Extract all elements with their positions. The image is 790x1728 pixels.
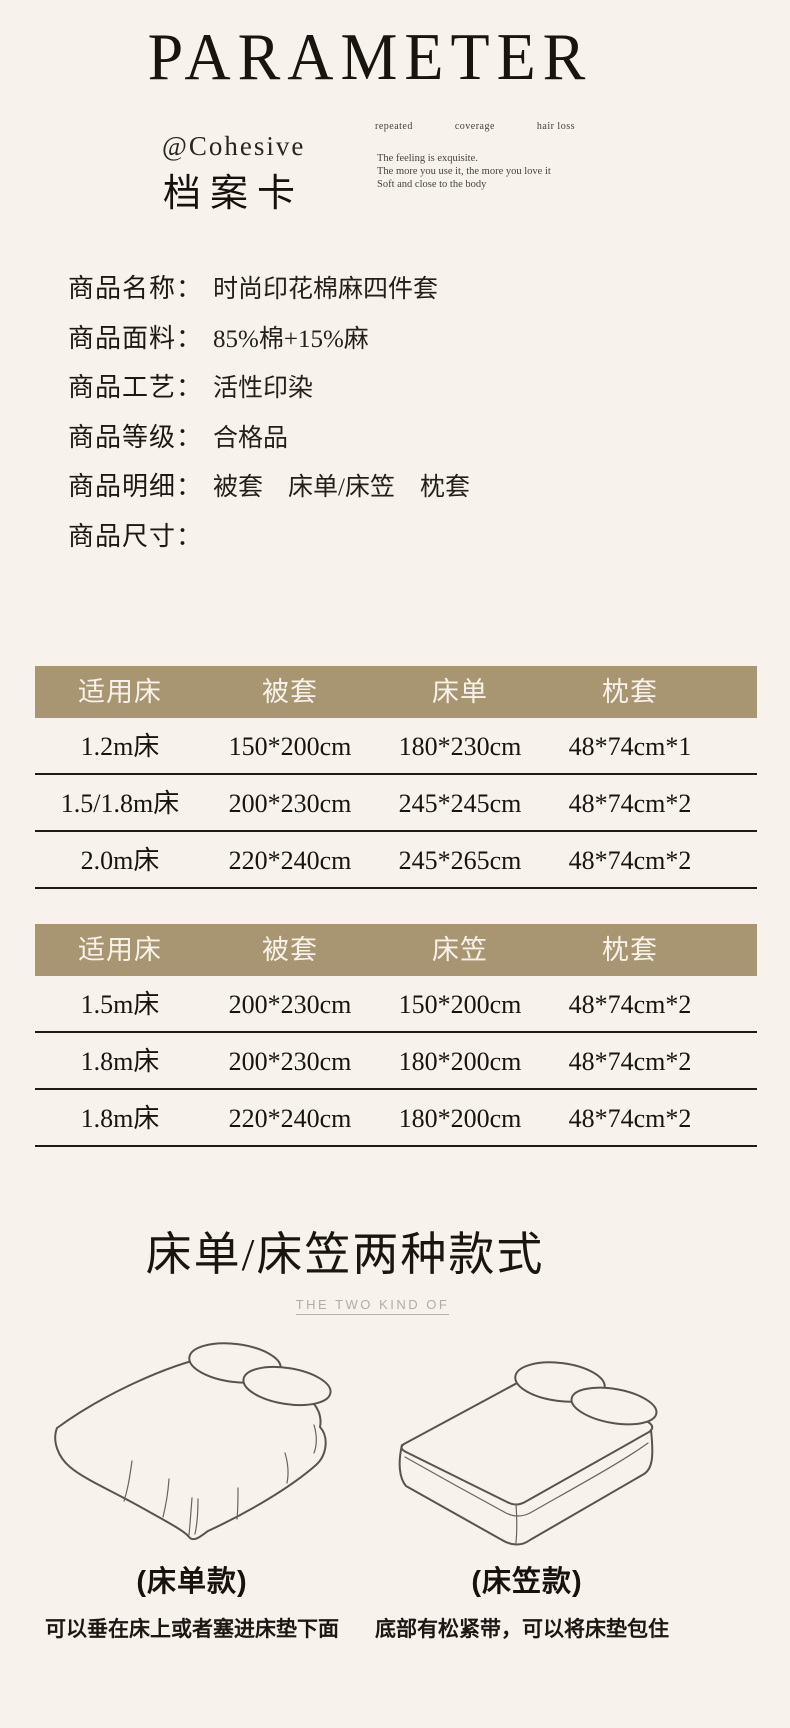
table-row: 1.8m床 220*240cm 180*200cm 48*74cm*2 (35, 1090, 757, 1147)
variant-name-fitted: (床笠款) (471, 1566, 583, 1598)
table-cell: 180*200cm (398, 1104, 522, 1133)
detail-value: 合格品 (213, 425, 289, 452)
detail-row: 商品等级： 合格品 (68, 420, 288, 456)
table-cell: 1.5/1.8m床 (60, 789, 180, 818)
table-header-cell: 适用床 (78, 935, 162, 965)
table-header-row: 适用床 被套 床笠 枕套 (35, 924, 757, 976)
detail-value: 被套 床单/床笠 枕套 (213, 474, 470, 501)
card-title: 档案卡 (163, 173, 305, 215)
table-row: 1.5m床 200*230cm 150*200cm 48*74cm*2 (35, 976, 757, 1033)
size-table-fitted: 适用床 被套 床笠 枕套 1.5m床 200*230cm 150*200cm 4… (35, 924, 757, 1147)
keyword-row: repeated coverage hair loss (375, 121, 575, 132)
table-cell: 1.2m床 (80, 732, 160, 761)
table-header-cell: 被套 (262, 935, 318, 965)
table-cell: 245*245cm (398, 789, 522, 818)
table-row: 2.0m床 220*240cm 245*265cm 48*74cm*2 (35, 832, 757, 889)
flat-sheet-bed-illustration (42, 1333, 342, 1568)
page-title: PARAMETER (147, 19, 593, 94)
table-cell: 200*230cm (228, 990, 352, 1019)
table-cell: 1.5m床 (80, 990, 160, 1019)
tagline-line: Soft and close to the body (377, 179, 487, 190)
variant-caption-sheet: 可以垂在床上或者塞进床垫下面 (45, 1618, 339, 1641)
table-cell: 1.8m床 (80, 1104, 160, 1133)
table-header-cell: 枕套 (602, 935, 658, 965)
table-cell: 245*265cm (398, 846, 522, 875)
table-cell: 2.0m床 (80, 846, 160, 875)
table-row: 1.2m床 150*200cm 180*230cm 48*74cm*1 (35, 718, 757, 775)
detail-label: 商品名称： (68, 274, 204, 303)
table-cell: 220*240cm (228, 846, 352, 875)
table-header-cell: 被套 (262, 677, 318, 707)
detail-label: 商品明细： (68, 472, 204, 501)
detail-value: 活性印染 (213, 375, 314, 402)
tagline: The feeling is exquisite. The more you u… (377, 152, 637, 191)
table-cell: 200*230cm (228, 1047, 352, 1076)
detail-value: 时尚印花棉麻四件套 (213, 276, 439, 303)
table-cell: 48*74cm*2 (568, 846, 692, 875)
detail-label: 商品等级： (68, 423, 204, 452)
detail-row: 商品工艺： 活性印染 (68, 370, 313, 406)
variant-name-sheet: (床单款) (136, 1566, 248, 1598)
table-cell: 220*240cm (228, 1104, 352, 1133)
detail-row: 商品尺寸： (68, 519, 213, 555)
table-header-cell: 适用床 (78, 677, 162, 707)
keyword-item: hair loss (536, 121, 575, 132)
keyword-item: coverage (454, 121, 495, 132)
detail-row: 商品名称： 时尚印花棉麻四件套 (68, 271, 438, 307)
fitted-sheet-bed-illustration (382, 1342, 672, 1562)
detail-value: 85%棉+15%麻 (213, 326, 369, 353)
brand-handle: @Cohesive (162, 131, 306, 161)
size-table-sheet: 适用床 被套 床单 枕套 1.2m床 150*200cm 180*230cm 4… (35, 666, 757, 889)
table-cell: 48*74cm*1 (568, 732, 692, 761)
table-row: 1.5/1.8m床 200*230cm 245*245cm 48*74cm*2 (35, 775, 757, 832)
table-header-row: 适用床 被套 床单 枕套 (35, 666, 757, 718)
table-cell: 48*74cm*2 (568, 789, 692, 818)
styles-subheading: THE TWO KIND OF (295, 1297, 450, 1315)
detail-label: 商品面料： (68, 324, 204, 353)
detail-label: 商品尺寸： (68, 522, 204, 551)
tagline-line: The feeling is exquisite. (377, 153, 478, 164)
table-cell: 1.8m床 (80, 1047, 160, 1076)
table-cell: 48*74cm*2 (568, 1047, 692, 1076)
detail-row: 商品面料： 85%棉+15%麻 (68, 321, 369, 357)
detail-label: 商品工艺： (68, 373, 204, 402)
table-cell: 150*200cm (398, 990, 522, 1019)
styles-subheading-wrap: THE TWO KIND OF (0, 1296, 745, 1315)
keyword-item: repeated (375, 121, 413, 132)
table-header-cell: 枕套 (602, 677, 658, 707)
table-row: 1.8m床 200*230cm 180*200cm 48*74cm*2 (35, 1033, 757, 1090)
table-cell: 200*230cm (228, 789, 352, 818)
tagline-line: The more you use it, the more you love i… (377, 166, 551, 177)
detail-row: 商品明细： 被套 床单/床笠 枕套 (68, 469, 470, 505)
table-cell: 180*200cm (398, 1047, 522, 1076)
table-cell: 150*200cm (228, 732, 352, 761)
variant-caption-fitted: 底部有松紧带，可以将床垫包住 (375, 1618, 669, 1641)
table-cell: 48*74cm*2 (568, 1104, 692, 1133)
table-header-cell: 床单 (432, 677, 488, 707)
table-cell: 180*230cm (398, 732, 522, 761)
table-cell: 48*74cm*2 (568, 990, 692, 1019)
styles-heading: 床单/床笠两种款式 (145, 1229, 545, 1280)
table-header-cell: 床笠 (432, 935, 488, 965)
